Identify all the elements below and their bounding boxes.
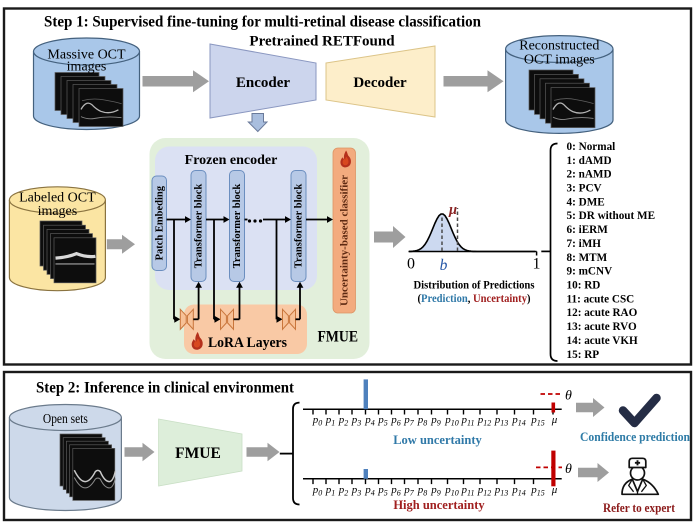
svg-text:Distribution of Predictions: Distribution of Predictions: [414, 280, 535, 292]
svg-text:0: 0: [407, 256, 415, 273]
svg-text:p8: p8: [417, 484, 428, 498]
svg-text:1: dAMD: 1: dAMD: [567, 155, 612, 167]
svg-text:θ: θ: [565, 389, 572, 404]
svg-text:Reconstructed: Reconstructed: [519, 39, 599, 54]
svg-text:Step 2: Inference in clinical: Step 2: Inference in clinical environmen…: [36, 380, 295, 397]
svg-text:Transformer block: Transformer block: [294, 184, 305, 269]
svg-text:p5: p5: [377, 484, 388, 498]
svg-text:p7: p7: [403, 484, 415, 498]
svg-text:p3: p3: [351, 484, 362, 498]
svg-text:0: Normal: 0: Normal: [567, 141, 616, 153]
svg-text:Transformer block: Transformer block: [232, 184, 243, 269]
svg-text:FMUE: FMUE: [318, 329, 359, 346]
svg-text:p1: p1: [325, 414, 336, 428]
svg-text:images: images: [38, 204, 78, 219]
svg-text:6: iERM: 6: iERM: [567, 224, 609, 236]
svg-text:10: RD: 10: RD: [567, 280, 601, 292]
svg-text:p7: p7: [403, 414, 415, 428]
svg-text:p1: p1: [325, 484, 336, 498]
svg-text:p3: p3: [351, 414, 362, 428]
svg-text:12: acute RAO: 12: acute RAO: [567, 307, 638, 319]
svg-text:Confidence prediction: Confidence prediction: [580, 430, 690, 444]
svg-text:Step 1: Supervised fine-tuning: Step 1: Supervised fine-tuning for multi…: [44, 14, 481, 31]
svg-text:p9: p9: [430, 414, 441, 428]
svg-text:p9: p9: [430, 484, 441, 498]
svg-text:(Prediction, Uncertainty): (Prediction, Uncertainty): [418, 291, 531, 305]
svg-text:p5: p5: [377, 414, 388, 428]
svg-text:μ: μ: [551, 484, 558, 496]
svg-text:images: images: [67, 60, 107, 75]
svg-text:Low uncertainty: Low uncertainty: [393, 433, 482, 447]
svg-text:Patch Embeding: Patch Embeding: [154, 185, 165, 260]
svg-text:p6: p6: [390, 414, 401, 428]
svg-text:8: MTM: 8: MTM: [567, 252, 608, 264]
svg-text:11: acute CSC: 11: acute CSC: [567, 293, 635, 305]
svg-text:3: PCV: 3: PCV: [567, 183, 602, 195]
svg-text:p2: p2: [338, 414, 349, 428]
svg-text:Massive OCT: Massive OCT: [47, 48, 126, 63]
svg-text:p8: p8: [417, 414, 428, 428]
svg-text:4: DME: 4: DME: [567, 196, 605, 208]
svg-text:p4: p4: [364, 484, 375, 498]
svg-text:μ: μ: [551, 414, 558, 426]
svg-text:θ: θ: [565, 462, 572, 477]
svg-text:OCT images: OCT images: [524, 53, 595, 68]
svg-text:b: b: [440, 257, 448, 274]
svg-text:Labeled OCT: Labeled OCT: [19, 191, 96, 206]
svg-text:Pretrained RETFound: Pretrained RETFound: [249, 34, 395, 50]
svg-text:Decoder: Decoder: [353, 75, 407, 91]
svg-text:13: acute RVO: 13: acute RVO: [567, 321, 638, 333]
svg-text:FMUE: FMUE: [175, 445, 221, 462]
svg-text:15: RP: 15: RP: [567, 349, 600, 361]
svg-text:Encoder: Encoder: [236, 75, 291, 91]
svg-text:μ: μ: [448, 202, 457, 218]
svg-text:Uncertainty-based classifier: Uncertainty-based classifier: [339, 175, 351, 306]
svg-text:LoRA Layers: LoRA Layers: [208, 335, 287, 351]
svg-text:p0: p0: [312, 414, 323, 428]
svg-text:2: nAMD: 2: nAMD: [567, 169, 612, 181]
svg-text:9: mCNV: 9: mCNV: [567, 266, 613, 278]
svg-text:5: DR without ME: 5: DR without ME: [567, 210, 656, 222]
svg-text:Frozen encoder: Frozen encoder: [185, 153, 278, 168]
svg-text:p0: p0: [312, 484, 323, 498]
svg-text:p6: p6: [390, 484, 401, 498]
svg-text:Open sets: Open sets: [43, 411, 88, 426]
svg-text:1: 1: [533, 256, 541, 273]
svg-text:High uncertainty: High uncertainty: [393, 498, 485, 512]
svg-text:p4: p4: [364, 414, 375, 428]
svg-text:Transformer block: Transformer block: [194, 184, 205, 269]
svg-text:14: acute VKH: 14: acute VKH: [567, 335, 639, 347]
svg-text:Refer to expert: Refer to expert: [603, 501, 676, 515]
svg-text:7: iMH: 7: iMH: [567, 238, 602, 250]
svg-text:p2: p2: [338, 484, 349, 498]
